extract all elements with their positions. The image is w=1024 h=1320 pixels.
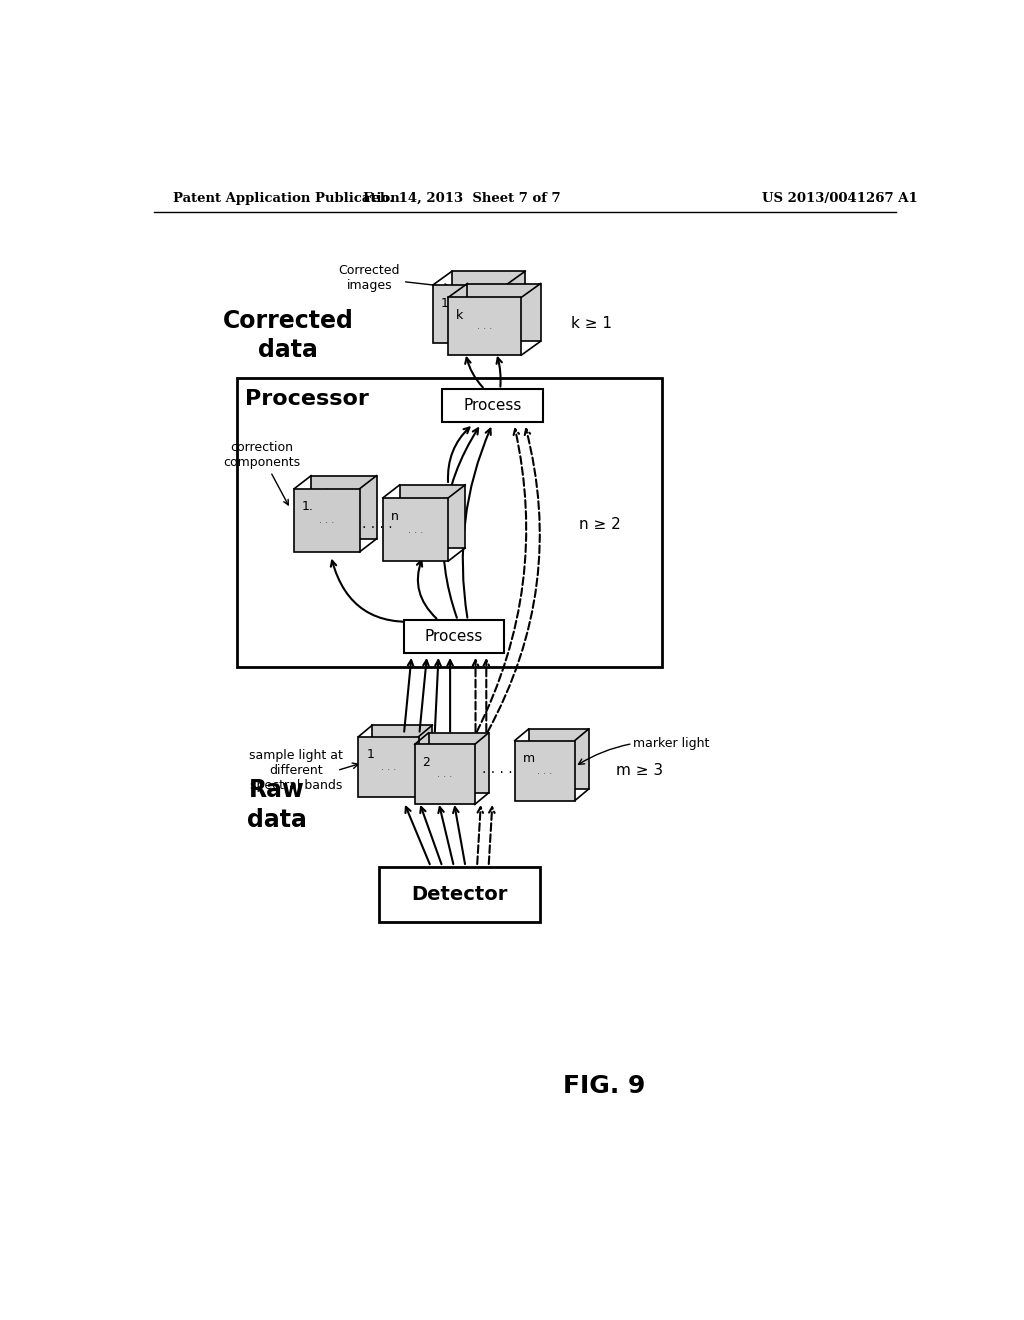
Text: Corrected
data: Corrected data <box>223 309 354 363</box>
Text: 1.: 1. <box>302 500 313 513</box>
Polygon shape <box>467 284 541 342</box>
FancyBboxPatch shape <box>379 867 541 923</box>
FancyBboxPatch shape <box>442 389 543 422</box>
Text: Process: Process <box>425 630 483 644</box>
Text: n: n <box>390 510 398 523</box>
Text: sample light at
different
spectral bands: sample light at different spectral bands <box>249 748 343 792</box>
Text: n ≥ 2: n ≥ 2 <box>579 516 621 532</box>
Polygon shape <box>358 737 419 797</box>
Text: Detector: Detector <box>412 884 508 904</box>
Text: Processor: Processor <box>245 389 369 409</box>
Text: . . .: . . . <box>538 766 552 776</box>
Text: Process: Process <box>463 399 521 413</box>
Text: . . .: . . . <box>408 524 423 535</box>
Polygon shape <box>373 725 432 785</box>
Polygon shape <box>415 744 475 804</box>
Polygon shape <box>528 729 589 789</box>
Polygon shape <box>433 285 506 343</box>
Text: . . .: . . . <box>319 515 335 525</box>
Text: correction
components: correction components <box>223 441 300 506</box>
Text: marker light: marker light <box>633 737 709 750</box>
Polygon shape <box>311 475 377 539</box>
Text: Feb. 14, 2013  Sheet 7 of 7: Feb. 14, 2013 Sheet 7 of 7 <box>362 191 560 205</box>
Text: . . . .: . . . . <box>481 762 512 776</box>
Polygon shape <box>383 498 449 561</box>
Text: k ≥ 1: k ≥ 1 <box>571 317 612 331</box>
FancyBboxPatch shape <box>403 620 504 653</box>
Text: Raw
data: Raw data <box>247 779 307 832</box>
Polygon shape <box>429 733 488 793</box>
Polygon shape <box>452 271 525 329</box>
Polygon shape <box>515 741 574 800</box>
Polygon shape <box>449 297 521 355</box>
Text: . . .: . . . <box>381 762 396 772</box>
Text: . . .: . . . <box>437 770 453 779</box>
Polygon shape <box>294 488 359 552</box>
Text: FIG. 9: FIG. 9 <box>563 1074 645 1098</box>
Text: m ≥ 3: m ≥ 3 <box>615 763 663 777</box>
Text: US 2013/0041267 A1: US 2013/0041267 A1 <box>762 191 918 205</box>
Text: Patent Application Publication: Patent Application Publication <box>173 191 399 205</box>
Text: m: m <box>522 752 535 766</box>
Text: 2: 2 <box>422 756 430 770</box>
Text: . . .: . . . <box>462 309 477 319</box>
Text: Corrected
images: Corrected images <box>339 264 450 292</box>
Text: . . .: . . . <box>477 321 493 331</box>
Polygon shape <box>399 484 465 548</box>
Text: . . . .: . . . . <box>361 517 392 531</box>
Text: 1: 1 <box>440 297 449 310</box>
Text: k: k <box>456 309 463 322</box>
Text: 1: 1 <box>367 748 374 762</box>
